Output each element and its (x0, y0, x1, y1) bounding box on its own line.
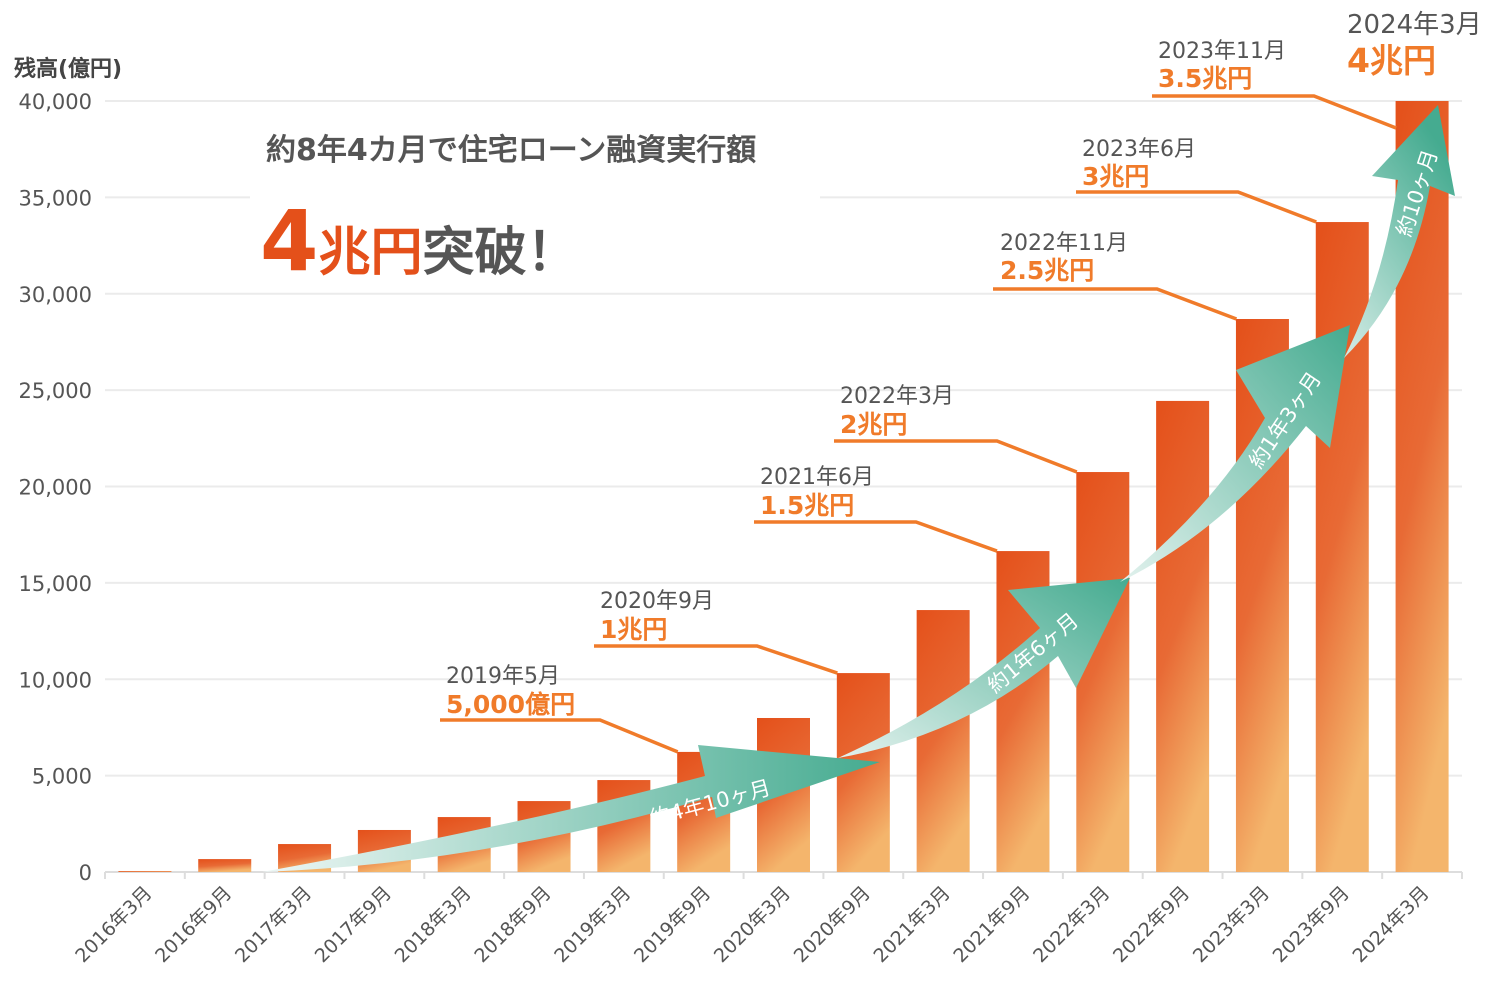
milestone-amount: 1兆円 (600, 615, 667, 644)
milestone-amount: 3.5兆円 (1158, 64, 1252, 93)
x-tick-label: 2021年3月 (870, 882, 955, 967)
milestone-date: 2019年5月 (446, 664, 560, 689)
y-tick-label: 0 (79, 861, 92, 885)
y-axis-label: 残高(億円) (14, 56, 122, 82)
leader-line (834, 439, 1078, 474)
headline-suffix: 突破！ (422, 223, 578, 283)
y-axis: 0 5,000 10,000 15,000 20,000 25,000 30,000 35,0… (19, 90, 92, 885)
interval-arrow-4 (1344, 105, 1455, 358)
bar (1156, 400, 1210, 872)
x-tick-label: 2020年3月 (710, 882, 795, 967)
x-tick-label: 2016年3月 (71, 882, 156, 967)
y-tick-label: 30,000 (19, 283, 92, 307)
y-tick-label: 5,000 (32, 765, 92, 789)
milestone-amount: 4兆円 (1347, 41, 1436, 80)
milestone-date: 2022年3月 (840, 384, 954, 409)
leader-line (754, 520, 998, 553)
y-tick-label: 35,000 (19, 186, 92, 210)
y-tick-label: 20,000 (19, 476, 92, 500)
bar (916, 610, 970, 872)
x-tick-label: 2022年3月 (1029, 882, 1114, 967)
milestone-amount: 5,000億円 (446, 690, 575, 719)
bar (118, 871, 172, 872)
y-tick-label: 40,000 (19, 90, 92, 114)
x-axis: 2016年3月2016年9月2017年3月2017年9月2018年3月2018年… (71, 872, 1463, 967)
headline-line1: 約8年4カ月で住宅ローン融資実行額 (266, 133, 756, 168)
milestone-date: 2021年6月 (760, 465, 874, 490)
bar (1076, 472, 1130, 872)
y-tick-label: 25,000 (19, 379, 92, 403)
leader-line (594, 644, 838, 675)
milestone-annotations: 2019年5月5,000億円2020年9月1兆円2021年6月1.5兆円2022… (440, 10, 1482, 754)
leader-line (1076, 190, 1317, 224)
x-tick-label: 2018年3月 (391, 882, 476, 967)
x-tick-label: 2020年9月 (790, 882, 875, 967)
milestone-amount: 3兆円 (1082, 162, 1149, 191)
bar (198, 859, 252, 872)
milestone-amount: 1.5兆円 (760, 491, 854, 520)
milestone-date: 2024年3月 (1347, 10, 1482, 40)
leader-line (993, 287, 1238, 321)
interval-arrow-3 (1120, 325, 1350, 582)
x-tick-label: 2024年3月 (1348, 882, 1433, 967)
milestone-date: 2020年9月 (600, 589, 714, 614)
x-tick-label: 2017年9月 (311, 882, 396, 967)
leader-line (440, 718, 679, 754)
x-tick-label: 2023年9月 (1269, 882, 1354, 967)
x-tick-label: 2017年3月 (231, 882, 316, 967)
headline-number: 4 (260, 192, 318, 290)
headline-line2: 4兆円突破！ (260, 192, 578, 290)
milestone-date: 2023年11月 (1158, 39, 1286, 64)
milestone-amount: 2.5兆円 (1000, 256, 1094, 285)
y-tick-label: 15,000 (19, 572, 92, 596)
gridlines (105, 100, 1462, 873)
interval-arrow-1 (262, 745, 880, 872)
milestone-date: 2023年6月 (1082, 137, 1196, 162)
x-tick-label: 2018年9月 (470, 882, 555, 967)
leader-line (1152, 94, 1397, 130)
x-tick-label: 2023年3月 (1189, 882, 1274, 967)
y-tick-label: 10,000 (19, 668, 92, 692)
headline: 約8年4カ月で住宅ローン融資実行額 4兆円突破！ (250, 118, 820, 290)
x-tick-label: 2022年9月 (1109, 882, 1194, 967)
x-tick-label: 2021年9月 (949, 882, 1034, 967)
x-tick-label: 2016年9月 (151, 882, 236, 967)
milestone-amount: 2兆円 (840, 410, 907, 439)
milestone-date: 2022年11月 (1000, 231, 1128, 256)
bars (118, 101, 1449, 872)
x-tick-label: 2019年3月 (550, 882, 635, 967)
x-tick-label: 2019年9月 (630, 882, 715, 967)
interval-arrow-2 (838, 578, 1130, 758)
bar (1315, 222, 1369, 872)
headline-unit: 兆円 (318, 223, 422, 283)
